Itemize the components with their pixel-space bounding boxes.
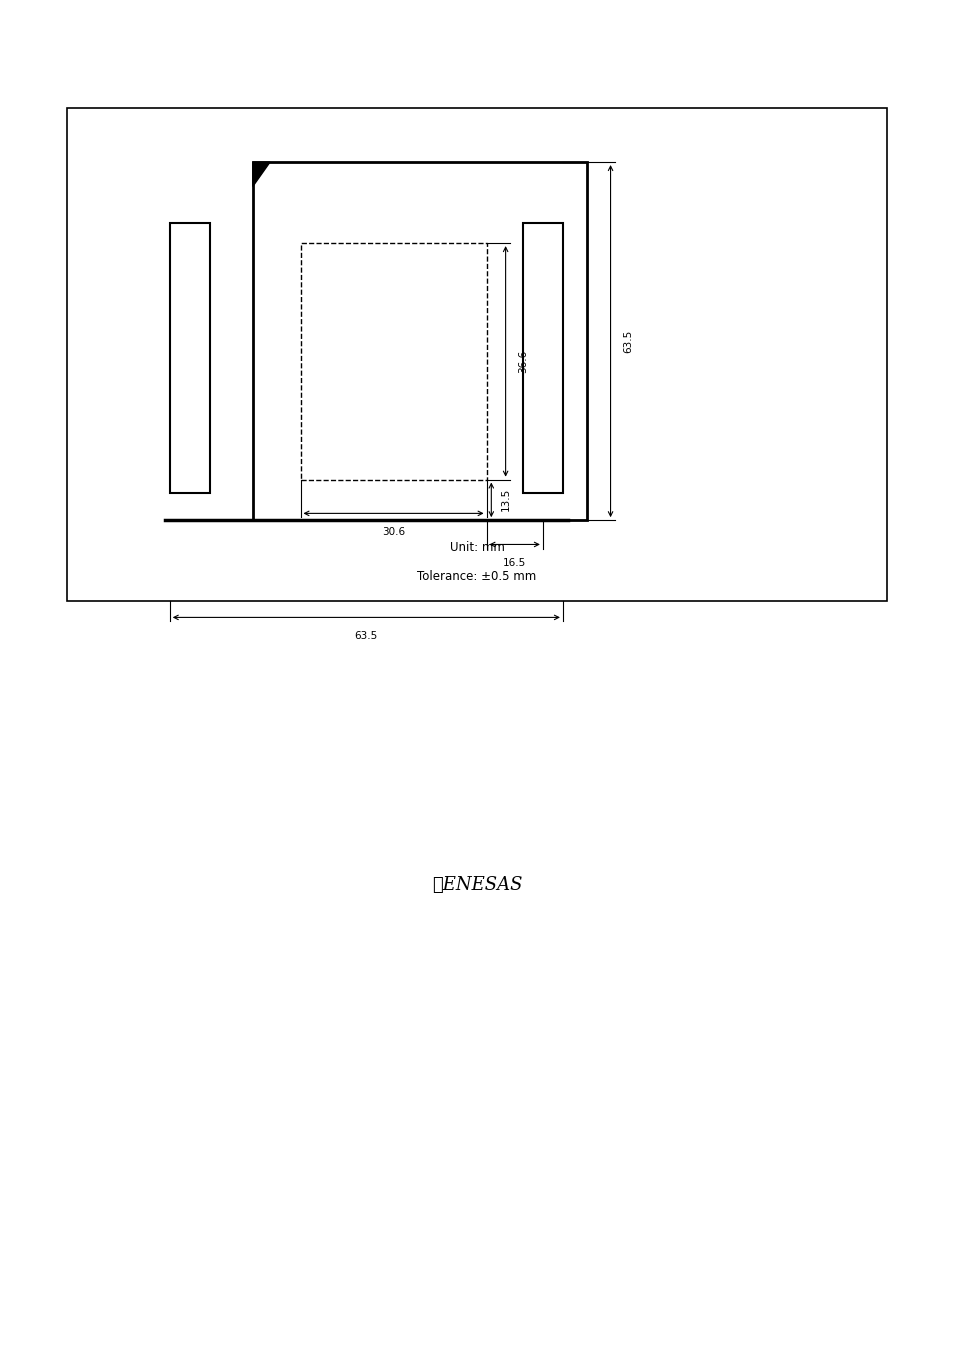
Text: 16.5: 16.5 [502,558,526,567]
Text: 63.5: 63.5 [355,631,377,640]
Bar [67,108,886,601]
Text: 36.6: 36.6 [517,350,527,373]
Text: 63.5: 63.5 [622,330,632,353]
Text: Tolerance: ±0.5 mm: Tolerance: ±0.5 mm [416,570,536,584]
Text: Unit: mm: Unit: mm [449,540,504,554]
Bar [170,223,210,493]
Text: 13.5: 13.5 [500,488,510,512]
Polygon shape [253,162,270,186]
Bar [300,243,486,480]
Bar [253,162,586,520]
Text: 30.6: 30.6 [381,527,405,536]
Bar [522,223,562,493]
Text: ℝENESAS: ℝENESAS [432,875,521,894]
